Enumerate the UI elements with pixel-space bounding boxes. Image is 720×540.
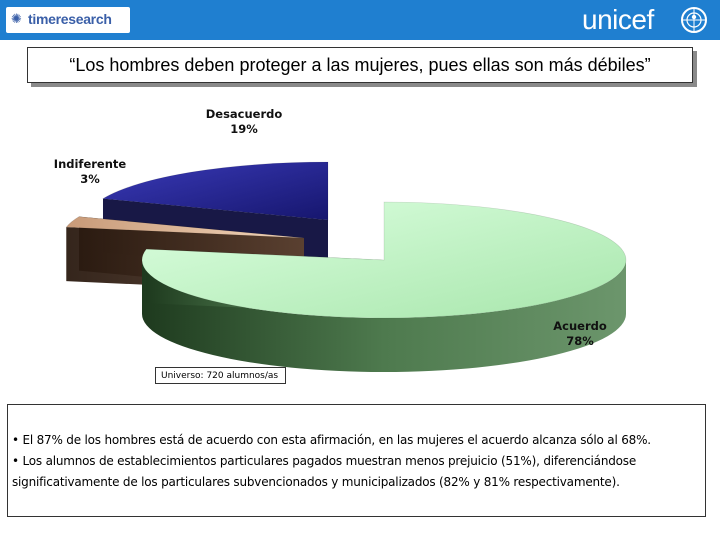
header-bar: ✺ timeresearch unicef — [0, 0, 720, 40]
note-2: • Los alumnos de establecimientos partic… — [12, 454, 637, 489]
slice-label-indiferente: Indiferente — [54, 157, 127, 171]
timeresearch-logo-text: timeresearch — [28, 11, 112, 27]
timeresearch-swirl-icon: ✺ — [11, 12, 22, 27]
pie-slice-top-acuerdo — [141, 201, 627, 319]
pie-slice-top-indiferente — [65, 216, 305, 239]
unicef-emblem-icon — [681, 7, 707, 33]
notes-box: • El 87% de los hombres está de acuerdo … — [7, 404, 706, 517]
slice-value-acuerdo: 78% — [566, 334, 594, 348]
pie-slices — [65, 161, 627, 372]
unicef-logo-text: unicef — [582, 4, 654, 35]
note-1: • El 87% de los hombres está de acuerdo … — [12, 433, 651, 447]
universe-note: Universo: 720 alumnos/as — [155, 367, 286, 384]
slice-value-indiferente: 3% — [80, 172, 100, 186]
pie-slice-top-desacuerdo — [102, 161, 329, 221]
page-title: “Los hombres deben proteger a las mujere… — [69, 55, 651, 75]
slice-label-desacuerdo: Desacuerdo — [206, 107, 283, 121]
pie-slice-side-acuerdo — [142, 260, 626, 372]
title-box: “Los hombres deben proteger a las mujere… — [27, 47, 693, 83]
slice-label-acuerdo: Acuerdo — [553, 319, 607, 333]
unicef-logo: unicef — [582, 3, 716, 37]
slice-value-desacuerdo: 19% — [230, 122, 258, 136]
timeresearch-logo: ✺ timeresearch — [6, 7, 130, 33]
pie-slice-acuerdo — [141, 201, 627, 372]
